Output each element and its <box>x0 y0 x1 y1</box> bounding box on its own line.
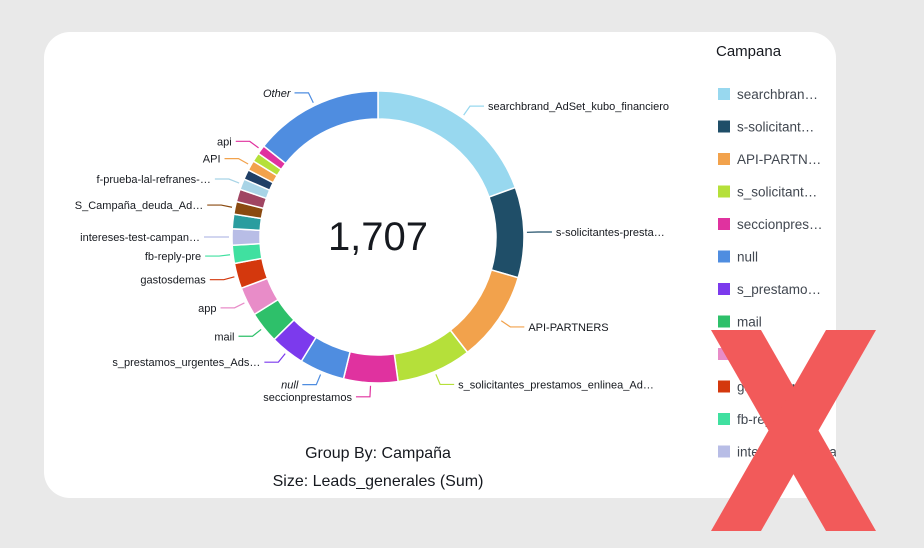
slice-label: s-solicitantes-presta… <box>556 227 665 239</box>
leader-line <box>205 254 231 257</box>
legend-swatch <box>718 413 730 425</box>
legend-swatch <box>718 348 730 360</box>
slice-label: mail <box>214 331 234 343</box>
legend: searchbran… s-solicitant… API-PARTN… s_soli… <box>718 87 836 460</box>
slice-label: searchbrand_AdSet_kubo_financiero <box>488 101 669 113</box>
legend-item[interactable]: intereses-test-campan… <box>737 445 836 460</box>
slice-label: null <box>281 380 299 392</box>
leader-line <box>214 178 240 184</box>
slice-label: f-prueba-lal-refranes-… <box>97 174 211 186</box>
slice-label: gastosdemas <box>140 275 206 287</box>
legend-swatch <box>718 250 730 263</box>
legend-swatch <box>718 153 730 165</box>
total-value: 1,707 <box>328 215 428 259</box>
leader-line <box>294 92 314 104</box>
slice-label: intereses-test-campan… <box>80 232 200 244</box>
legend-swatch <box>718 445 730 458</box>
slice-label: api <box>217 136 232 148</box>
leader-line <box>224 158 249 165</box>
slice-label: fb-reply-pre <box>145 251 201 263</box>
legend-item[interactable]: API-PARTN… <box>737 152 821 167</box>
slice-label: seccionprestamos <box>263 392 352 404</box>
legend-item[interactable]: gastosdemas <box>737 380 818 395</box>
leader-line <box>500 320 525 328</box>
slice-label: S_Campaña_deuda_Ad… <box>75 200 203 212</box>
legend-swatch <box>718 283 730 295</box>
slice-label: app <box>198 303 216 315</box>
legend-item[interactable]: s_prestamo… <box>737 282 821 297</box>
leader-line <box>209 276 235 281</box>
leader-line <box>207 204 233 208</box>
slice-label: Other <box>263 88 292 100</box>
legend-item[interactable]: searchbran… <box>737 87 818 102</box>
caption-size: Size: Leads_generales (Sum) <box>273 473 484 490</box>
legend-swatch <box>718 218 730 230</box>
legend-title: Campana <box>716 43 782 60</box>
leader-line <box>220 302 245 309</box>
slice-seccionprestamos[interactable] <box>342 350 399 384</box>
legend-item[interactable]: s_solicitant… <box>737 185 817 200</box>
legend-swatch <box>718 380 730 393</box>
legend-item[interactable]: null <box>737 250 758 265</box>
slice-intereses-test-campan[interactable] <box>231 227 261 247</box>
slice-label: s_solicitantes_prestamos_enlinea_Ad… <box>458 379 654 391</box>
legend-swatch <box>718 315 730 328</box>
legend-item[interactable]: s-solicitant… <box>737 120 814 135</box>
legend-swatch <box>718 185 730 198</box>
slice-label: API-PARTNERS <box>528 322 608 334</box>
slice-api-partners[interactable] <box>449 268 520 354</box>
slice-label: API <box>203 154 221 166</box>
leader-line <box>238 328 262 337</box>
legend-item[interactable]: seccionpres… <box>737 217 823 232</box>
legend-item[interactable]: fb-reply-pre <box>737 412 806 427</box>
chart-card: searchbrand_AdSet_kubo_financiero s-solic… <box>44 32 836 498</box>
leader-line <box>355 385 372 398</box>
donut-chart: searchbrand_AdSet_kubo_financiero s-solic… <box>75 43 836 490</box>
slice-label: s_prestamos_urgentes_Ads… <box>112 357 260 369</box>
legend-swatch <box>718 88 730 100</box>
slice-s-solicitantes-presta[interactable] <box>488 186 525 279</box>
leader-line <box>435 374 455 386</box>
leader-line <box>302 374 322 386</box>
legend-swatch <box>718 120 730 133</box>
leader-line <box>264 353 286 363</box>
leader-line <box>235 140 259 149</box>
slice-s-solicitantes-prestamos-enlinea-ad[interactable] <box>393 329 469 383</box>
slice-other[interactable] <box>262 90 379 165</box>
leader-line <box>463 105 485 116</box>
legend-item[interactable]: app <box>737 347 760 362</box>
caption-group-by: Group By: Campaña <box>305 445 451 462</box>
legend-item[interactable]: mail <box>737 315 762 330</box>
